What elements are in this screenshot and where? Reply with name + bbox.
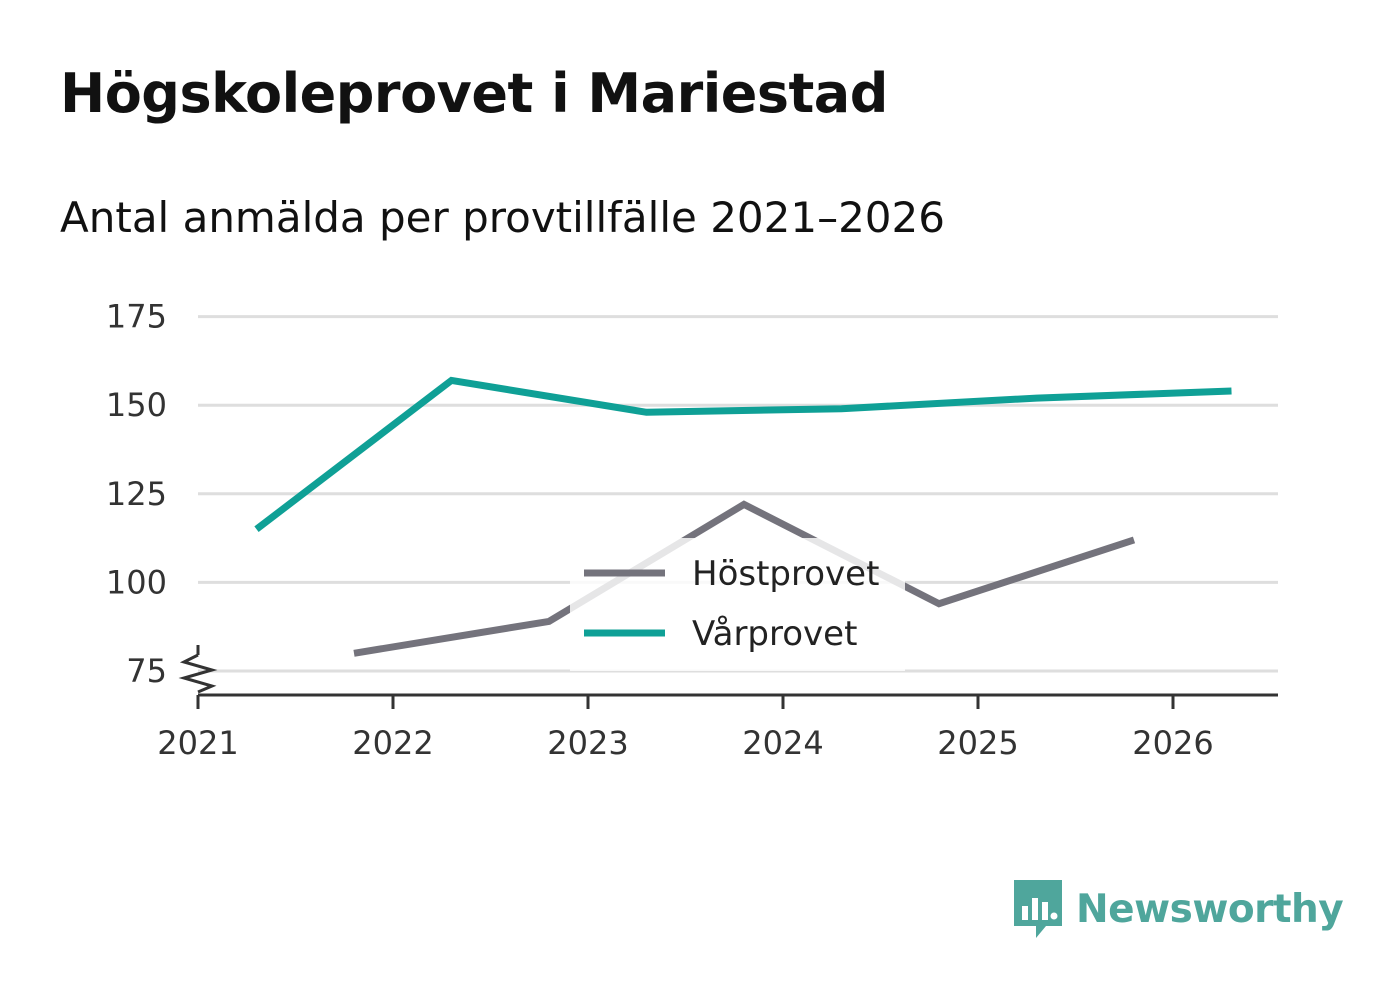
y-tick-label-175: 175 — [106, 298, 167, 336]
x-tick-label-2025: 2025 — [937, 724, 1018, 762]
series-line-hostprovet — [353, 500, 1136, 657]
axis-break-icon — [178, 653, 218, 694]
series-line-varprovet — [254, 376, 1232, 532]
legend: Höstprovet Vårprovet — [570, 538, 905, 671]
bar-chart-speech-bubble-icon — [1014, 880, 1062, 938]
legend-label-hostprovet: Höstprovet — [692, 554, 879, 594]
x-tick-label-2023: 2023 — [547, 724, 628, 762]
x-tick-label-2026: 2026 — [1132, 724, 1213, 762]
x-tick-label-2021: 2021 — [157, 724, 238, 762]
y-tick-label-125: 125 — [106, 475, 167, 513]
y-tick-label-75: 75 — [126, 652, 167, 690]
x-axis: 2021 2022 2023 2024 2025 2026 — [157, 645, 1278, 762]
brand-name: Newsworthy — [1076, 886, 1344, 932]
brand-logo: Newsworthy — [1010, 878, 1344, 940]
y-axis-ticks: 75 100 125 150 175 — [106, 298, 167, 690]
y-tick-label-150: 150 — [106, 386, 167, 424]
legend-box — [570, 538, 905, 671]
chart-title: Högskoleprovet i Mariestad — [60, 62, 888, 125]
legend-label-varprovet: Vårprovet — [692, 614, 857, 654]
chart-subtitle: Antal anmälda per provtillfälle 2021–202… — [60, 193, 945, 242]
y-tick-label-100: 100 — [106, 563, 167, 601]
x-tick-label-2024: 2024 — [742, 724, 823, 762]
series-lines — [254, 376, 1232, 657]
x-tick-label-2022: 2022 — [352, 724, 433, 762]
